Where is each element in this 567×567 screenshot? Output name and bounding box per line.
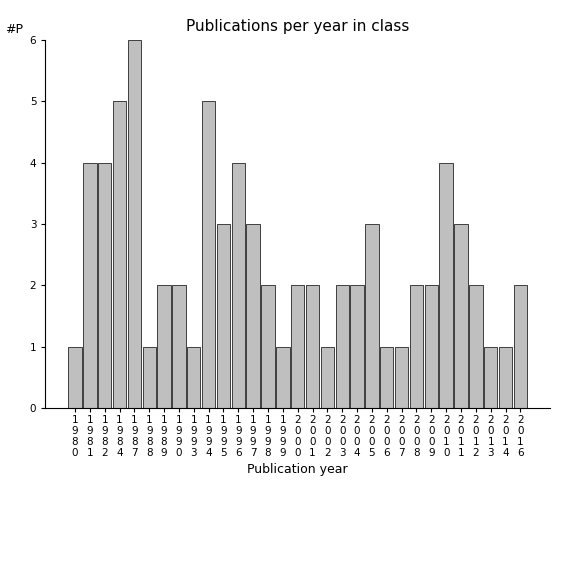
Bar: [187, 347, 200, 408]
Bar: [306, 285, 319, 408]
Bar: [142, 347, 156, 408]
Bar: [83, 163, 96, 408]
Bar: [202, 101, 215, 408]
Bar: [172, 285, 185, 408]
Bar: [425, 285, 438, 408]
Bar: [484, 347, 497, 408]
Bar: [231, 163, 245, 408]
Bar: [158, 285, 171, 408]
Bar: [68, 347, 82, 408]
Text: #P: #P: [5, 23, 23, 36]
Bar: [113, 101, 126, 408]
Bar: [336, 285, 349, 408]
Bar: [410, 285, 423, 408]
Bar: [276, 347, 290, 408]
Bar: [128, 40, 141, 408]
Bar: [350, 285, 364, 408]
Bar: [321, 347, 334, 408]
Bar: [291, 285, 304, 408]
X-axis label: Publication year: Publication year: [247, 463, 348, 476]
Bar: [217, 224, 230, 408]
Bar: [395, 347, 408, 408]
Title: Publications per year in class: Publications per year in class: [186, 19, 409, 35]
Bar: [247, 224, 260, 408]
Bar: [439, 163, 453, 408]
Bar: [514, 285, 527, 408]
Bar: [261, 285, 274, 408]
Bar: [454, 224, 468, 408]
Bar: [469, 285, 483, 408]
Bar: [499, 347, 512, 408]
Bar: [380, 347, 393, 408]
Bar: [365, 224, 379, 408]
Bar: [98, 163, 111, 408]
